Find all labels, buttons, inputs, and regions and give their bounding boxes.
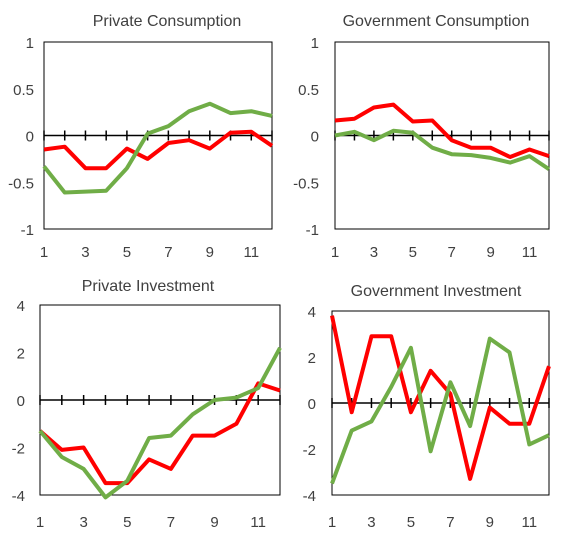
series-line-2 [42,101,273,195]
x-tick-label: 7 [446,514,454,531]
x-tick-label: 11 [522,244,538,261]
y-tick-label: 1 [26,35,34,52]
x-tick-label: 11 [250,514,266,531]
series-line-2 [330,336,550,485]
y-tick-label: 0 [311,129,319,146]
chart-panel-4: Government Investment 4 2 0 -2 -4 1 3 5 7 9 11 [303,283,551,531]
x-tick-label: 5 [409,244,417,261]
x-tick-label: 1 [331,244,339,261]
y-tick-label: -1 [21,222,34,239]
y-tick-label: -2 [303,442,316,459]
x-tick-label: 1 [36,514,44,531]
x-tick-label: 5 [123,244,131,261]
x-tick-label: 5 [407,514,415,531]
y-tick-label: 4 [308,304,316,321]
series-line-1 [330,315,551,481]
chart-panel-1: Private Consumption 1 0.5 0 -0.5 -1 1 3 5 7 9 11 [8,13,274,261]
chart-title: Private Investment [82,278,215,295]
y-tick-label: 0.5 [13,82,34,99]
x-tick-label: 9 [210,514,218,531]
series-line-2 [334,128,551,171]
x-tick-label: 3 [367,514,375,531]
x-tick-label: 7 [164,244,172,261]
y-tick-label: -0.5 [8,175,34,192]
series-line-1 [334,102,550,159]
series-line-2 [38,346,282,500]
x-tick-label: 5 [123,514,131,531]
y-tick-label: -4 [303,488,316,505]
y-tick-label: 2 [308,350,316,367]
chart-title: Government Consumption [343,13,530,30]
chart-panel-2: Government Consumption 1 0.5 0 -0.5 -1 1 3 5 7 9 11 [293,13,551,261]
x-tick-label: 3 [79,514,87,531]
x-tick-label: 9 [206,244,214,261]
x-tick-label: 7 [448,244,456,261]
x-tick-label: 7 [167,514,175,531]
chart-panel-3: Private Investment 4 2 0 -2 -4 1 3 5 7 9 11 [12,278,282,531]
chart-title: Government Investment [351,283,522,300]
x-tick-label: 9 [486,244,494,261]
y-tick-label: -0.5 [293,175,319,192]
y-tick-label: -4 [12,488,25,505]
x-tick-label: 1 [40,244,48,261]
y-tick-label: 2 [17,346,25,363]
y-tick-label: 0 [26,129,34,146]
x-tick-label: 3 [370,244,378,261]
y-tick-label: 1 [311,35,319,52]
x-tick-label: 9 [486,514,494,531]
x-tick-label: 11 [521,514,537,531]
x-tick-label: 1 [328,514,336,531]
y-tick-label: 0 [308,396,316,413]
y-tick-label: 4 [17,298,25,315]
y-tick-label: -1 [306,222,319,239]
y-tick-label: -2 [12,441,25,458]
y-tick-label: 0.5 [298,82,319,99]
x-tick-label: 11 [243,244,259,261]
series-line-1 [43,129,274,171]
y-tick-label: 0 [17,393,25,410]
x-tick-label: 3 [81,244,89,261]
series-line-1 [38,381,281,486]
chart-title: Private Consumption [93,13,242,30]
